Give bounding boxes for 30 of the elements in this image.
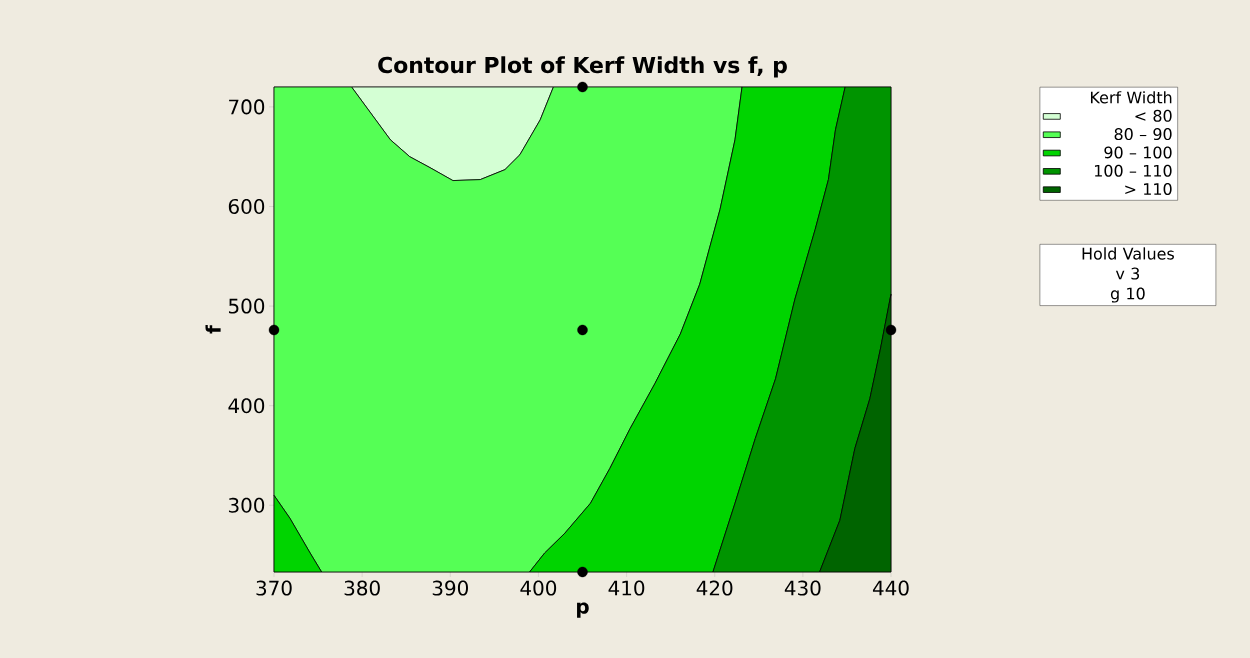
chart-title: Contour Plot of Kerf Width vs f, p xyxy=(378,56,787,78)
y-tick-label: 600 xyxy=(228,198,265,215)
y-tick-label: 400 xyxy=(228,398,265,414)
text: Hold Values xyxy=(1082,247,1174,260)
point xyxy=(577,324,588,336)
y-tick-label: 500 xyxy=(228,298,265,314)
text: v 3 xyxy=(1115,267,1140,280)
x-tick-label: 430 xyxy=(784,580,821,596)
x-tick-label: 410 xyxy=(608,580,645,596)
y-tick-label: 700 xyxy=(229,99,265,115)
point xyxy=(577,566,588,578)
point xyxy=(885,324,897,336)
point xyxy=(268,324,280,336)
text: g 10 xyxy=(1110,287,1145,303)
x-tick-label: 370 xyxy=(256,580,292,596)
point xyxy=(577,81,588,93)
text: 80 – 90 xyxy=(1114,128,1172,141)
x-tick-label: 400 xyxy=(520,580,557,596)
x-tick-label: 440 xyxy=(872,580,909,596)
x-axis-title: p xyxy=(577,602,589,618)
legend-label: 100 – 110 xyxy=(1094,164,1172,177)
x-tick-label: 420 xyxy=(696,580,733,596)
y-axis-title: f xyxy=(205,324,221,334)
y-tick-label: 300 xyxy=(228,497,265,513)
legend-title: Kerf Width xyxy=(1090,91,1172,104)
x-tick-label: 380 xyxy=(344,580,380,596)
text: 90 – 100 xyxy=(1104,146,1172,159)
text: < 80 xyxy=(1135,109,1172,122)
x-tick-label: 390 xyxy=(432,580,468,596)
text: > 110 xyxy=(1125,183,1172,196)
